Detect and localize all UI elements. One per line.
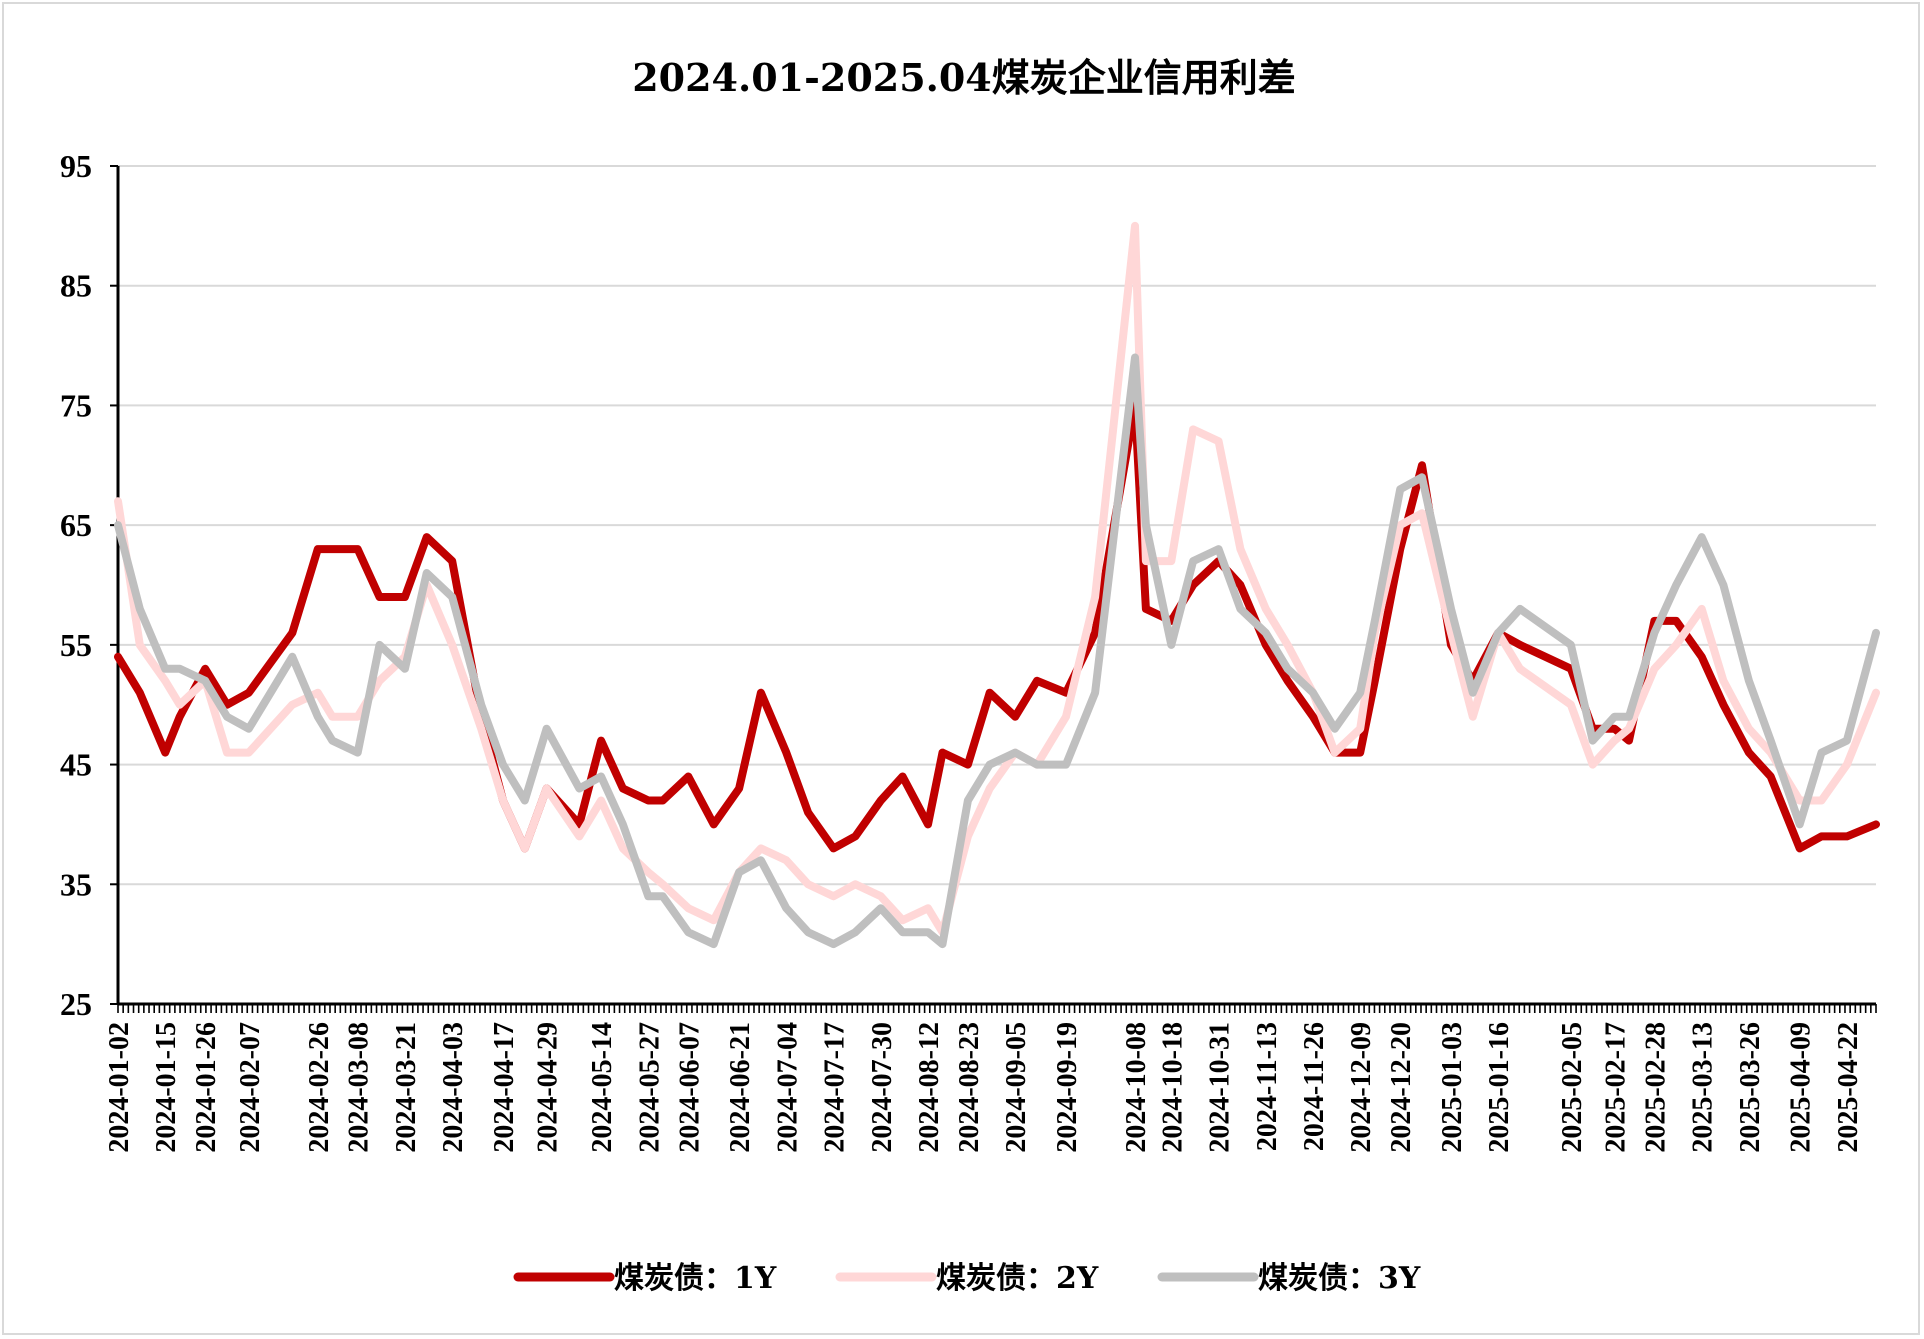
x-tick-label: 2024-06-07 [674, 1022, 705, 1153]
x-tick-label: 2025-03-26 [1735, 1022, 1766, 1153]
x-tick-label: 2024-10-18 [1157, 1022, 1188, 1153]
x-tick-label: 2024-11-26 [1299, 1022, 1330, 1151]
chart-svg: 2024.01-2025.04煤炭企业信用利差 25 35 45 55 65 75 85 95… [60, 55, 1880, 1296]
y-tick-label: 65 [60, 507, 92, 543]
legend-label-1: 煤炭债：1Y [614, 1261, 777, 1296]
x-tick-label: 2024-02-07 [235, 1022, 266, 1153]
series-line-3 [114, 353, 1880, 949]
x-tick-label: 2024-03-21 [391, 1022, 422, 1153]
series-line-2 [114, 221, 1880, 937]
x-tick-label: 2024-12-09 [1346, 1022, 1377, 1153]
x-tick-label: 2024-07-30 [867, 1022, 898, 1153]
y-tick-label: 55 [60, 627, 92, 663]
x-tick-label: 2024-01-15 [151, 1022, 182, 1153]
y-tick-label: 95 [60, 148, 92, 184]
x-tick-label: 2024-07-17 [820, 1022, 851, 1153]
y-tick-label: 85 [60, 268, 92, 304]
legend-label-2: 煤炭债：2Y [936, 1261, 1099, 1296]
x-tick-label: 2024-04-29 [533, 1022, 564, 1153]
y-tick-label: 25 [60, 986, 92, 1022]
x-tick-label: 2024-04-17 [489, 1022, 520, 1153]
x-tick-label: 2025-02-28 [1640, 1022, 1671, 1153]
x-tick-label: 2025-02-05 [1557, 1022, 1588, 1153]
x-tick-label: 2024-02-26 [304, 1022, 335, 1153]
x-tick-label: 2024-08-23 [954, 1022, 985, 1153]
x-tick-label: 2024-09-19 [1052, 1022, 1083, 1153]
x-tick-label: 2025-04-22 [1833, 1022, 1864, 1153]
x-tick-label: 2025-03-13 [1688, 1022, 1719, 1153]
x-tick-label: 2024-06-21 [725, 1022, 756, 1153]
x-tick-label: 2024-12-20 [1386, 1022, 1417, 1153]
legend: 煤炭债：1Y 煤炭债：2Y 煤炭债：3Y [513, 1261, 1421, 1296]
x-tick-label: 2024-04-03 [438, 1022, 469, 1153]
x-tick-label: 2025-04-09 [1786, 1022, 1817, 1153]
legend-label-3: 煤炭债：3Y [1258, 1261, 1421, 1296]
x-tick-label: 2024-10-31 [1205, 1022, 1236, 1153]
x-tick-label: 2025-01-16 [1484, 1022, 1515, 1153]
x-tick-label: 2024-07-04 [772, 1022, 803, 1153]
series-layer [114, 221, 1880, 949]
x-tick-label: 2025-02-17 [1600, 1022, 1631, 1153]
y-tick-label: 45 [60, 747, 92, 783]
x-tick-label: 2024-11-13 [1252, 1022, 1283, 1151]
x-tick-label: 2024-09-05 [1001, 1022, 1032, 1153]
x-tick-label: 2024-01-02 [104, 1022, 135, 1153]
x-tick-label: 2024-01-26 [191, 1022, 222, 1153]
x-tick-label: 2024-08-12 [914, 1022, 945, 1153]
x-tick-label: 2024-10-08 [1121, 1022, 1152, 1153]
x-tick-label: 2024-05-14 [587, 1022, 618, 1153]
axis-layer: 25 35 45 55 65 75 85 95 2024-01-02 2024-01-15 2024… [60, 148, 1877, 1153]
y-tick-label: 35 [60, 866, 92, 902]
x-tick-label: 2025-01-03 [1437, 1022, 1468, 1153]
x-tick-label: 2024-03-08 [344, 1022, 375, 1153]
x-tick-label: 2024-05-27 [634, 1022, 665, 1153]
chart-title: 2024.01-2025.04煤炭企业信用利差 [632, 55, 1296, 100]
y-tick-label: 75 [60, 387, 92, 423]
